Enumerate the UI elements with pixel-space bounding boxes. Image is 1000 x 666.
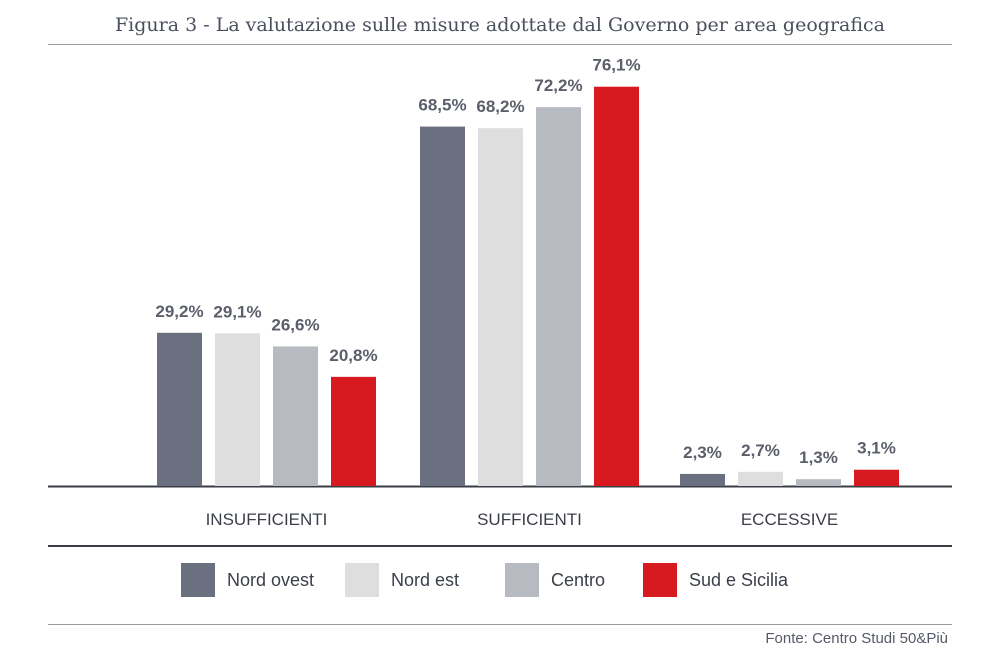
legend-swatch (505, 563, 545, 597)
legend-label: Nord est (391, 569, 460, 590)
bar-insufficienti-centro (273, 346, 318, 486)
bar-sufficienti-nord-est (478, 128, 523, 487)
legend-divider (48, 624, 952, 625)
bar-eccessive-sud-e-sicilia (854, 469, 899, 486)
legend-swatch (181, 563, 221, 597)
category-label: SUFFICIENTI (477, 510, 582, 529)
bar-insufficienti-sud-e-sicilia (331, 376, 376, 486)
bar-sufficienti-centro (536, 107, 581, 486)
legend-swatch (643, 563, 683, 597)
source-note: Fonte: Centro Studi 50&Più (765, 630, 948, 647)
title-divider (48, 44, 952, 45)
bar-chart: 29,2% 29,1% 26,6% 20,8% INSUFFICIENTI 68,5% 68… (48, 56, 952, 529)
bar-eccessive-centro (796, 479, 841, 486)
legend-label: Nord ovest (227, 569, 315, 590)
legend-item: Nord ovest (181, 563, 314, 597)
bar-sufficienti-sud-e-sicilia (594, 86, 639, 486)
data-label: 2,3% (683, 443, 722, 462)
legend-item: Sud e Sicilia (643, 563, 788, 597)
category-label: ECCESSIVE (741, 510, 838, 529)
data-label: 29,1% (213, 302, 261, 321)
bar-insufficienti-nord-est (215, 333, 260, 486)
legend-item: Nord est (345, 563, 459, 597)
legend-label: Sud e Sicilia (689, 569, 789, 590)
data-label: 29,2% (155, 302, 203, 321)
data-label: 3,1% (857, 439, 896, 458)
legend-item: Centro (505, 563, 605, 597)
bar-eccessive-nord-ovest (680, 473, 725, 486)
axis-divider (48, 545, 952, 547)
data-label: 1,3% (799, 448, 838, 467)
bar-insufficienti-nord-ovest (157, 332, 202, 486)
category-label: INSUFFICIENTI (206, 510, 328, 529)
data-label: 72,2% (534, 76, 582, 95)
data-label: 26,6% (271, 315, 319, 334)
data-label: 2,7% (741, 441, 780, 460)
data-label: 68,2% (476, 97, 524, 116)
legend-swatch (345, 563, 385, 597)
data-label: 68,5% (418, 96, 466, 115)
bar-eccessive-nord-est (738, 471, 783, 486)
legend-label: Centro (551, 569, 606, 590)
data-label: 20,8% (329, 346, 377, 365)
data-label: 76,1% (592, 56, 640, 75)
bar-sufficienti-nord-ovest (420, 126, 465, 486)
chart-title: Figura 3 - La valutazione sulle misure a… (115, 14, 885, 36)
